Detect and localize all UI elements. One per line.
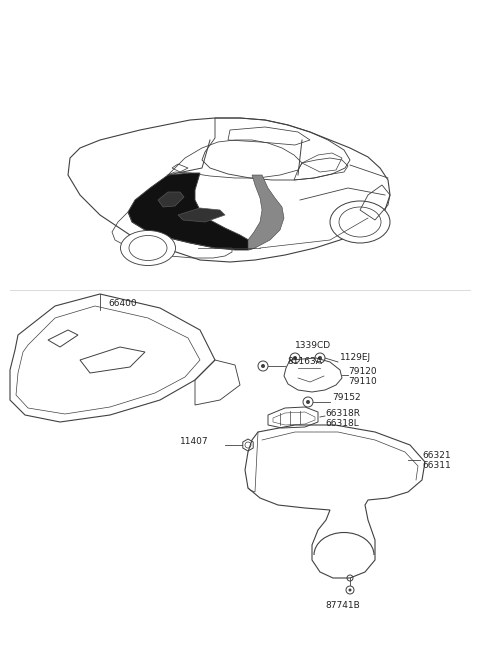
Text: 11407: 11407 bbox=[180, 436, 209, 445]
Text: 87741B: 87741B bbox=[325, 601, 360, 610]
Text: 1129EJ: 1129EJ bbox=[340, 354, 371, 362]
Text: 66318R: 66318R bbox=[325, 409, 360, 417]
Ellipse shape bbox=[330, 201, 390, 243]
Polygon shape bbox=[248, 175, 284, 250]
Circle shape bbox=[261, 364, 265, 368]
Text: 79152: 79152 bbox=[332, 394, 360, 403]
Text: 66311: 66311 bbox=[422, 462, 451, 470]
Circle shape bbox=[306, 400, 310, 404]
Circle shape bbox=[293, 356, 297, 360]
Text: 66400: 66400 bbox=[108, 299, 137, 307]
Ellipse shape bbox=[120, 231, 176, 265]
Text: 66318L: 66318L bbox=[325, 419, 359, 428]
Polygon shape bbox=[128, 173, 255, 250]
Circle shape bbox=[318, 356, 322, 360]
Text: 79110: 79110 bbox=[348, 377, 377, 386]
Text: 1339CD: 1339CD bbox=[295, 341, 331, 350]
Polygon shape bbox=[178, 208, 225, 222]
Text: 66321: 66321 bbox=[422, 451, 451, 460]
Text: 79120: 79120 bbox=[348, 367, 377, 377]
Text: 81163A: 81163A bbox=[287, 358, 322, 367]
Circle shape bbox=[348, 588, 351, 591]
Polygon shape bbox=[158, 192, 184, 207]
